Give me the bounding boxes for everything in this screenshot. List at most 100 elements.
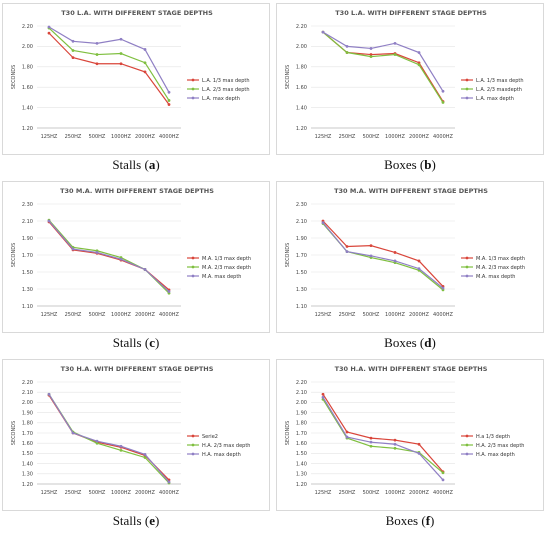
y-axis-label: SECONDS [11,243,17,268]
y-tick-label: 2.00 [22,400,33,406]
legend-marker [191,265,195,269]
y-tick-label: 1.10 [296,304,307,310]
x-tick-label: 250HZ [65,490,82,496]
legend-marker [191,87,195,91]
chart-caption: Boxes (f) [385,513,435,528]
x-tick-label: 125HZ [41,312,58,318]
data-point [417,267,421,270]
data-point [95,53,99,56]
data-point [369,436,373,440]
y-tick-label: 2.20 [296,24,307,30]
data-point [71,56,75,60]
chart-caption: Stalls (a) [112,157,160,172]
y-tick-label: 1.60 [22,441,33,447]
y-tick-label: 2.30 [22,202,33,208]
series-line [48,393,170,484]
x-tick-label: 500HZ [363,312,380,318]
data-point [393,259,397,263]
x-tick-label: 4000HZ [433,312,453,318]
y-tick-label: 2.00 [22,44,33,50]
data-point [393,442,397,446]
data-point [321,395,325,399]
chart-title: T30 L.A. WITH DIFFERENT STAGE DEPTHS [335,9,487,17]
chart-title: T30 L.A. WITH DIFFERENT STAGE DEPTHS [61,9,213,17]
data-point [369,254,373,258]
y-tick-label: 1.60 [22,85,33,91]
data-point [393,251,397,254]
x-tick-label: 1000HZ [385,490,405,496]
data-point [119,52,123,55]
data-point [119,257,123,261]
x-tick-label: 250HZ [65,312,82,318]
data-point [345,45,349,48]
y-tick-label: 1.30 [296,472,307,478]
series-line [322,396,444,481]
y-tick-label: 1.60 [296,441,307,447]
legend-label: H.a 1/3 depth [476,434,510,440]
chart-caption: Stalls (c) [112,335,160,350]
caption-letter: c [149,335,155,350]
series-line [322,223,444,291]
data-point [95,251,99,254]
data-point [47,31,51,35]
y-tick-label: 2.30 [296,202,307,208]
x-tick-label: 125HZ [315,134,332,140]
legend-label: L.A. 2/3 max depth [202,87,250,93]
series-line [48,394,170,481]
y-tick-label: 1.90 [296,410,307,416]
legend-marker [191,452,195,456]
x-tick-label: 125HZ [315,312,332,318]
data-point [345,435,349,439]
y-tick-label: 1.20 [22,482,33,488]
data-point [441,89,445,93]
legend-label: M.A. 1/3 max depth [202,256,251,262]
y-tick-label: 1.10 [22,304,33,310]
legend-label: L.A. 1/3 max depth [476,78,524,84]
legend-label: L.A. max depth [202,96,240,102]
y-axis-label: SECONDS [285,243,291,268]
y-tick-label: 1.30 [296,287,307,293]
data-point [345,250,349,253]
legend-label: H.A. max depth [202,452,241,458]
y-tick-label: 1.20 [296,482,307,488]
data-point [441,471,445,475]
y-tick-label: 1.30 [22,472,33,478]
data-point [369,53,373,56]
series-line [48,393,170,483]
y-tick-label: 1.40 [296,105,307,111]
chart-svg: T30 H.A. WITH DIFFERENT STAGE DEPTHS 1.20… [285,365,524,496]
data-point [345,245,349,248]
caption-letter: f [425,513,431,528]
chart-frame: T30 M.A. WITH DIFFERENT STAGE DEPTHS 1.10… [276,181,544,333]
y-tick-label: 2.10 [22,219,33,225]
data-point [167,290,171,293]
data-point [143,456,147,459]
x-tick-label: 500HZ [363,134,380,140]
x-tick-label: 2000HZ [409,490,429,496]
y-tick-label: 1.50 [22,451,33,457]
legend-label: L.A. 1/3 max depth [202,78,250,84]
series-line [322,222,444,289]
y-axis-label: SECONDS [285,421,291,446]
data-point [321,392,325,396]
x-tick-label: 125HZ [315,490,332,496]
chart-panel-f: T30 H.A. WITH DIFFERENT STAGE DEPTHS 1.20… [276,359,548,531]
legend-label: M.A. max depth [476,274,515,280]
data-point [119,448,123,452]
data-point [321,30,325,34]
legend-label: H.A. max depth [476,452,515,458]
series-line [322,220,444,287]
legend-marker [465,78,469,82]
y-tick-label: 1.70 [22,431,33,437]
data-point [143,70,147,74]
legend-label: L.A. 2/3 maxdepth [476,87,522,93]
data-point [47,25,51,29]
x-tick-label: 4000HZ [433,490,453,496]
y-tick-label: 1.80 [22,65,33,71]
caption-text: Boxes [385,513,419,528]
chart-title: T30 H.A. WITH DIFFERENT STAGE DEPTHS [335,365,488,373]
x-tick-label: 1000HZ [385,134,405,140]
data-point [143,48,147,51]
chart-title: T30 H.A. WITH DIFFERENT STAGE DEPTHS [61,365,214,373]
data-point [393,438,397,442]
